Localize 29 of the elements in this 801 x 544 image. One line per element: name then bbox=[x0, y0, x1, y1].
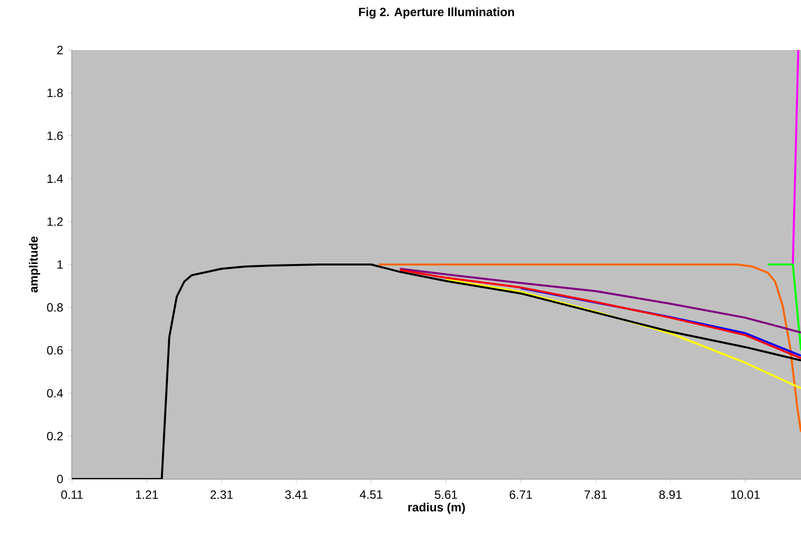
y-tick-label: 1.4 bbox=[48, 174, 63, 183]
y-tick-label: 0.4 bbox=[47, 388, 63, 398]
line-series bbox=[398, 268, 801, 334]
x-tick-label: 8.91 bbox=[659, 490, 682, 499]
x-tick-label: 6.71 bbox=[510, 490, 532, 499]
y-tick-label: 0.2 bbox=[47, 432, 63, 440]
line-series bbox=[378, 264, 801, 433]
line-series bbox=[445, 278, 801, 390]
y-tick-label: 0 bbox=[57, 474, 63, 484]
y-tick-label: 1.6 bbox=[48, 132, 63, 140]
x-tick-label: 10.01 bbox=[731, 490, 760, 499]
chart-title: Fig 2. Aperture Illumination bbox=[359, 7, 514, 19]
x-tick-label: 1.21 bbox=[136, 490, 158, 499]
y-tick-label: 2 bbox=[57, 46, 63, 54]
x-tick-label: 5.61 bbox=[434, 490, 458, 499]
line-series bbox=[520, 287, 801, 357]
y-axis-title: amplitude bbox=[28, 236, 40, 292]
y-tick-label: 1.8 bbox=[48, 88, 63, 98]
y-tick-label: 0.6 bbox=[47, 346, 63, 355]
y-tick-label: 1.2 bbox=[48, 217, 63, 226]
x-tick-label: 3.41 bbox=[285, 490, 308, 499]
x-tick-label: 2.31 bbox=[210, 490, 233, 499]
x-tick-label: 7.81 bbox=[584, 490, 607, 499]
x-tick-label: 0.11 bbox=[61, 490, 83, 499]
y-tick-label: 1 bbox=[58, 260, 63, 269]
x-tick-label: 4.51 bbox=[360, 490, 382, 499]
y-tick-label: 0.8 bbox=[47, 303, 63, 312]
x-axis-title: radius (m) bbox=[408, 502, 465, 514]
line-series bbox=[398, 268, 801, 360]
